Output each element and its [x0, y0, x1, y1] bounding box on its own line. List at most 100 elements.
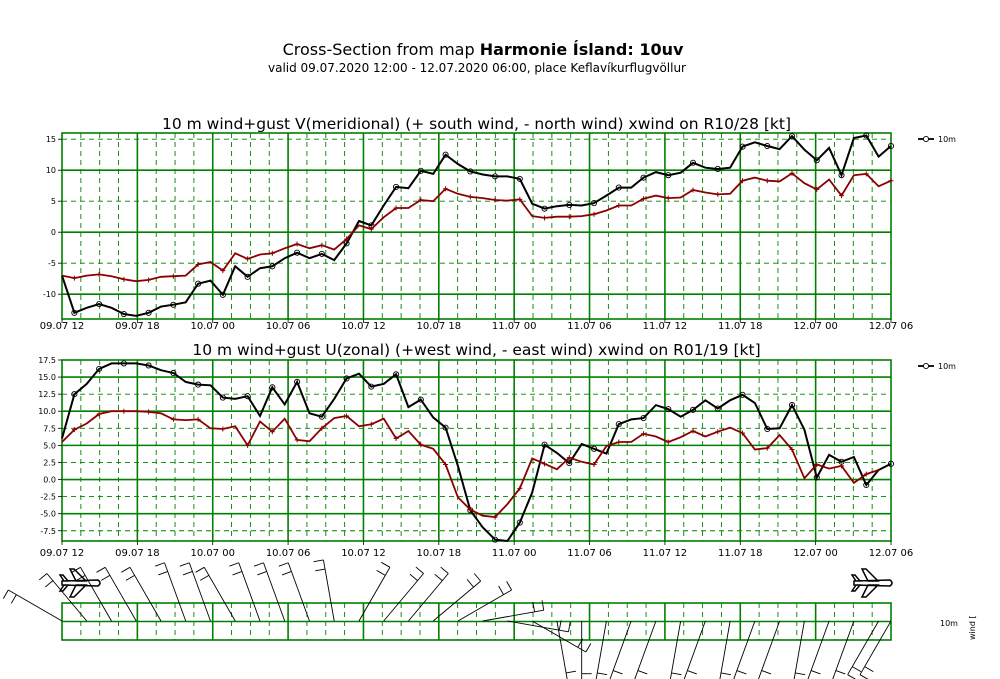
wind-barb-feather	[121, 566, 131, 573]
wind-barb-staff	[733, 620, 756, 679]
gust-point	[641, 431, 647, 437]
x-tick-label: 10.07 06	[266, 548, 311, 559]
legend-marker	[922, 362, 930, 370]
y-tick-label: 2.5	[43, 458, 56, 467]
wind-point	[195, 381, 202, 388]
wind-barb-staff	[263, 562, 286, 622]
wind-barb-feather	[415, 566, 424, 574]
x-tick-label: 09.07 12	[40, 321, 85, 332]
gust-point	[269, 429, 275, 435]
wind-barb-staff	[457, 589, 512, 622]
wind-barb-staff	[669, 620, 682, 679]
wind-barb-feather	[71, 566, 81, 573]
wind-point	[764, 425, 771, 433]
legend-label: 10m	[938, 135, 956, 144]
gust-point	[740, 178, 746, 184]
wind-barb-feather	[179, 562, 190, 567]
wind-barb-feather	[565, 670, 577, 674]
wind-barb-feather	[612, 670, 623, 675]
x-tick-label: 11.07 12	[643, 321, 688, 332]
wind-barb-staff	[322, 559, 335, 622]
gust-point	[195, 261, 201, 267]
wind-point	[442, 424, 449, 431]
wind-point	[788, 133, 796, 140]
figure-title-prefix: Cross-Section from map	[283, 40, 480, 59]
wind-point	[887, 142, 895, 150]
wind-barb-feather	[597, 672, 608, 676]
wind-barb-feather	[795, 672, 806, 676]
wind-barb-staff	[793, 620, 805, 679]
gust-point	[715, 429, 721, 435]
wind-point	[219, 291, 226, 298]
wind-barb-feather	[313, 559, 324, 563]
wind-barb-staff	[287, 562, 310, 622]
wind-point	[318, 413, 325, 420]
wind-point	[714, 165, 721, 173]
wind-point	[71, 391, 78, 398]
wind-barb-feather	[253, 562, 264, 567]
wind-barb-staff	[46, 573, 88, 622]
wind-point	[417, 167, 424, 174]
y-tick-label: -7.5	[40, 527, 56, 536]
wind-point	[393, 371, 400, 378]
wind-barb-staff	[556, 620, 568, 679]
wind-point	[813, 157, 820, 164]
wind-point	[294, 378, 301, 385]
wind-point	[887, 460, 895, 467]
wind-barb-feather	[229, 562, 239, 567]
wind-barb-feather	[541, 600, 545, 611]
y-tick-label: 15	[46, 135, 56, 144]
wind-barb-feather	[720, 672, 731, 676]
gust-point	[665, 439, 671, 445]
wind-barb-feather	[38, 573, 48, 581]
gust-point	[764, 178, 770, 184]
x-tick-label: 10.07 06	[266, 321, 311, 332]
y-tick-label: -5.0	[40, 510, 56, 519]
wind-point	[714, 405, 721, 412]
wind-barb-staff	[203, 567, 236, 622]
y-tick-label: -10	[43, 290, 56, 299]
gust-point	[888, 178, 894, 184]
y-tick-label: -5	[48, 259, 56, 268]
y-tick-label: 7.5	[43, 424, 56, 433]
y-tick-label: 5.0	[43, 441, 56, 450]
chart-title: 10 m wind+gust U(zonal) (+west wind, - e…	[192, 341, 760, 359]
gust-point	[641, 196, 647, 202]
wind-point	[269, 384, 276, 391]
y-tick-label: -2.5	[40, 493, 56, 502]
x-tick-label: 12.07 06	[869, 321, 914, 332]
wind-barb-staff	[482, 609, 544, 622]
wind-barb-staff	[188, 562, 211, 622]
wind-barb-feather	[158, 571, 168, 576]
bottom-variable-label: wind [	[968, 615, 977, 640]
wind-point	[244, 393, 251, 400]
wind-barb-feather	[101, 574, 111, 581]
wind-point	[492, 173, 499, 180]
chart-title: 10 m wind+gust V(meridional) (+ south wi…	[162, 115, 791, 133]
gust-point	[715, 191, 721, 197]
wind-barb-feather	[558, 620, 562, 631]
wind-point	[541, 441, 548, 448]
gust-point	[789, 446, 795, 452]
wind-point	[590, 200, 598, 207]
wind-barb-staff	[609, 620, 632, 679]
gust-point	[839, 463, 845, 469]
y-tick-label: 15.0	[38, 373, 56, 382]
wind-barb-feather	[568, 621, 571, 632]
gust-point	[121, 276, 127, 282]
x-tick-label: 10.07 12	[341, 548, 386, 559]
wind-barb-feather	[154, 562, 165, 567]
wind-point	[343, 375, 350, 382]
wind-barb-feather	[498, 585, 504, 595]
wind-point	[120, 310, 127, 318]
gust-point	[96, 271, 102, 277]
gust-point	[665, 195, 671, 201]
wind-barb-staff	[358, 567, 391, 622]
gust-point	[517, 485, 523, 491]
wind-barb-staff	[8, 589, 63, 622]
gust-point	[517, 196, 523, 202]
y-tick-label: 0	[51, 228, 56, 237]
wind-point	[195, 280, 202, 287]
wind-barb-feather	[506, 581, 513, 591]
